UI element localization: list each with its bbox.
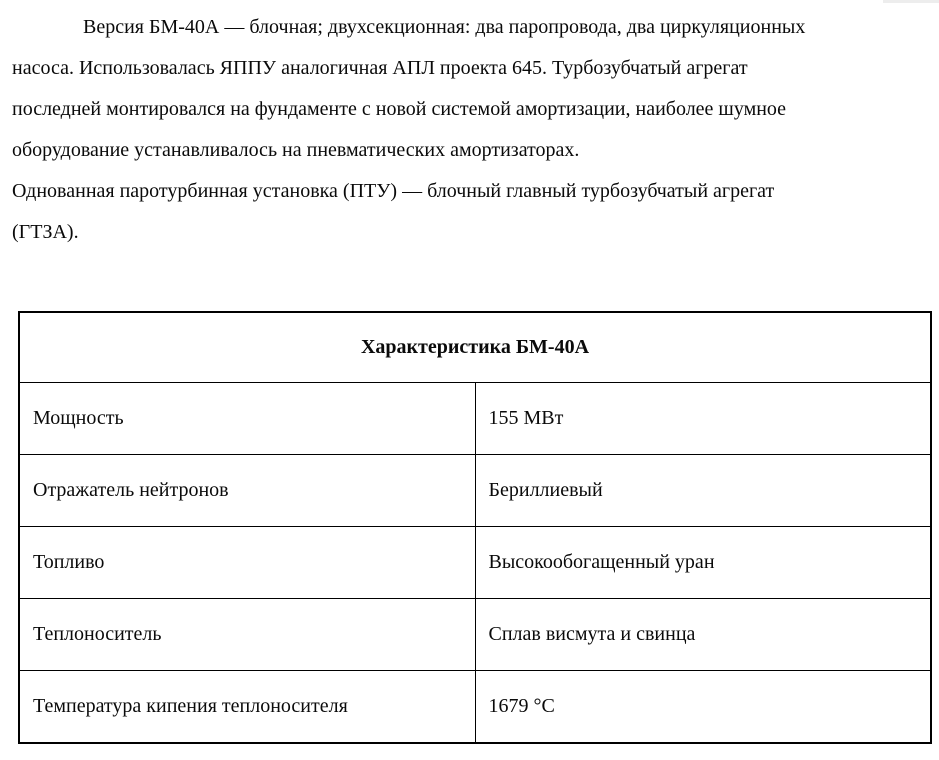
text-line: насоса. Использовалась ЯППУ аналогичная … <box>12 57 748 79</box>
table-title: Характеристика БМ-40А <box>18 311 932 383</box>
characteristic-value-cell: Сплав висмута и свинца <box>474 598 932 671</box>
characteristics-table: Характеристика БМ-40А Мощность 155 МВт О… <box>18 311 932 744</box>
characteristic-label-cell: Температура кипения теплоносителя <box>18 670 476 744</box>
characteristic-value-cell: 155 МВт <box>474 382 932 455</box>
table-row: Мощность 155 МВт <box>18 382 932 455</box>
paragraph: Версия БМ-40А — блочная; двухсекционная:… <box>12 7 925 171</box>
text-line: Версия БМ-40А — блочная; двухсекционная:… <box>83 16 806 38</box>
table-row: Топливо Высокообогащенный уран <box>18 526 932 599</box>
window-edge-artifact <box>883 0 939 3</box>
characteristic-value-cell: Высокообогащенный уран <box>474 526 932 599</box>
table-row: Отражатель нейтронов Бериллиевый <box>18 454 932 527</box>
text-line: Однованная паротурбинная установка (ПТУ)… <box>12 180 775 202</box>
text-line: оборудование устанавливалось на пневмати… <box>12 139 580 161</box>
text-line: (ГТЗА). <box>12 221 79 243</box>
table-row: Температура кипения теплоносителя 1679 °… <box>18 670 932 744</box>
table-header-row: Характеристика БМ-40А <box>18 311 932 383</box>
table-row: Теплоноситель Сплав висмута и свинца <box>18 598 932 671</box>
article-text: Версия БМ-40А — блочная; двухсекционная:… <box>12 7 925 253</box>
characteristic-label-cell: Отражатель нейтронов <box>18 454 476 527</box>
characteristic-label-cell: Теплоноситель <box>18 598 476 671</box>
characteristic-label-cell: Топливо <box>18 526 476 599</box>
text-line: последней монтировался на фундаменте с н… <box>12 98 787 120</box>
paragraph: Однованная паротурбинная установка (ПТУ)… <box>12 171 925 253</box>
characteristic-value-cell: 1679 °С <box>474 670 932 744</box>
characteristic-label-cell: Мощность <box>18 382 476 455</box>
characteristic-value-cell: Бериллиевый <box>474 454 932 527</box>
